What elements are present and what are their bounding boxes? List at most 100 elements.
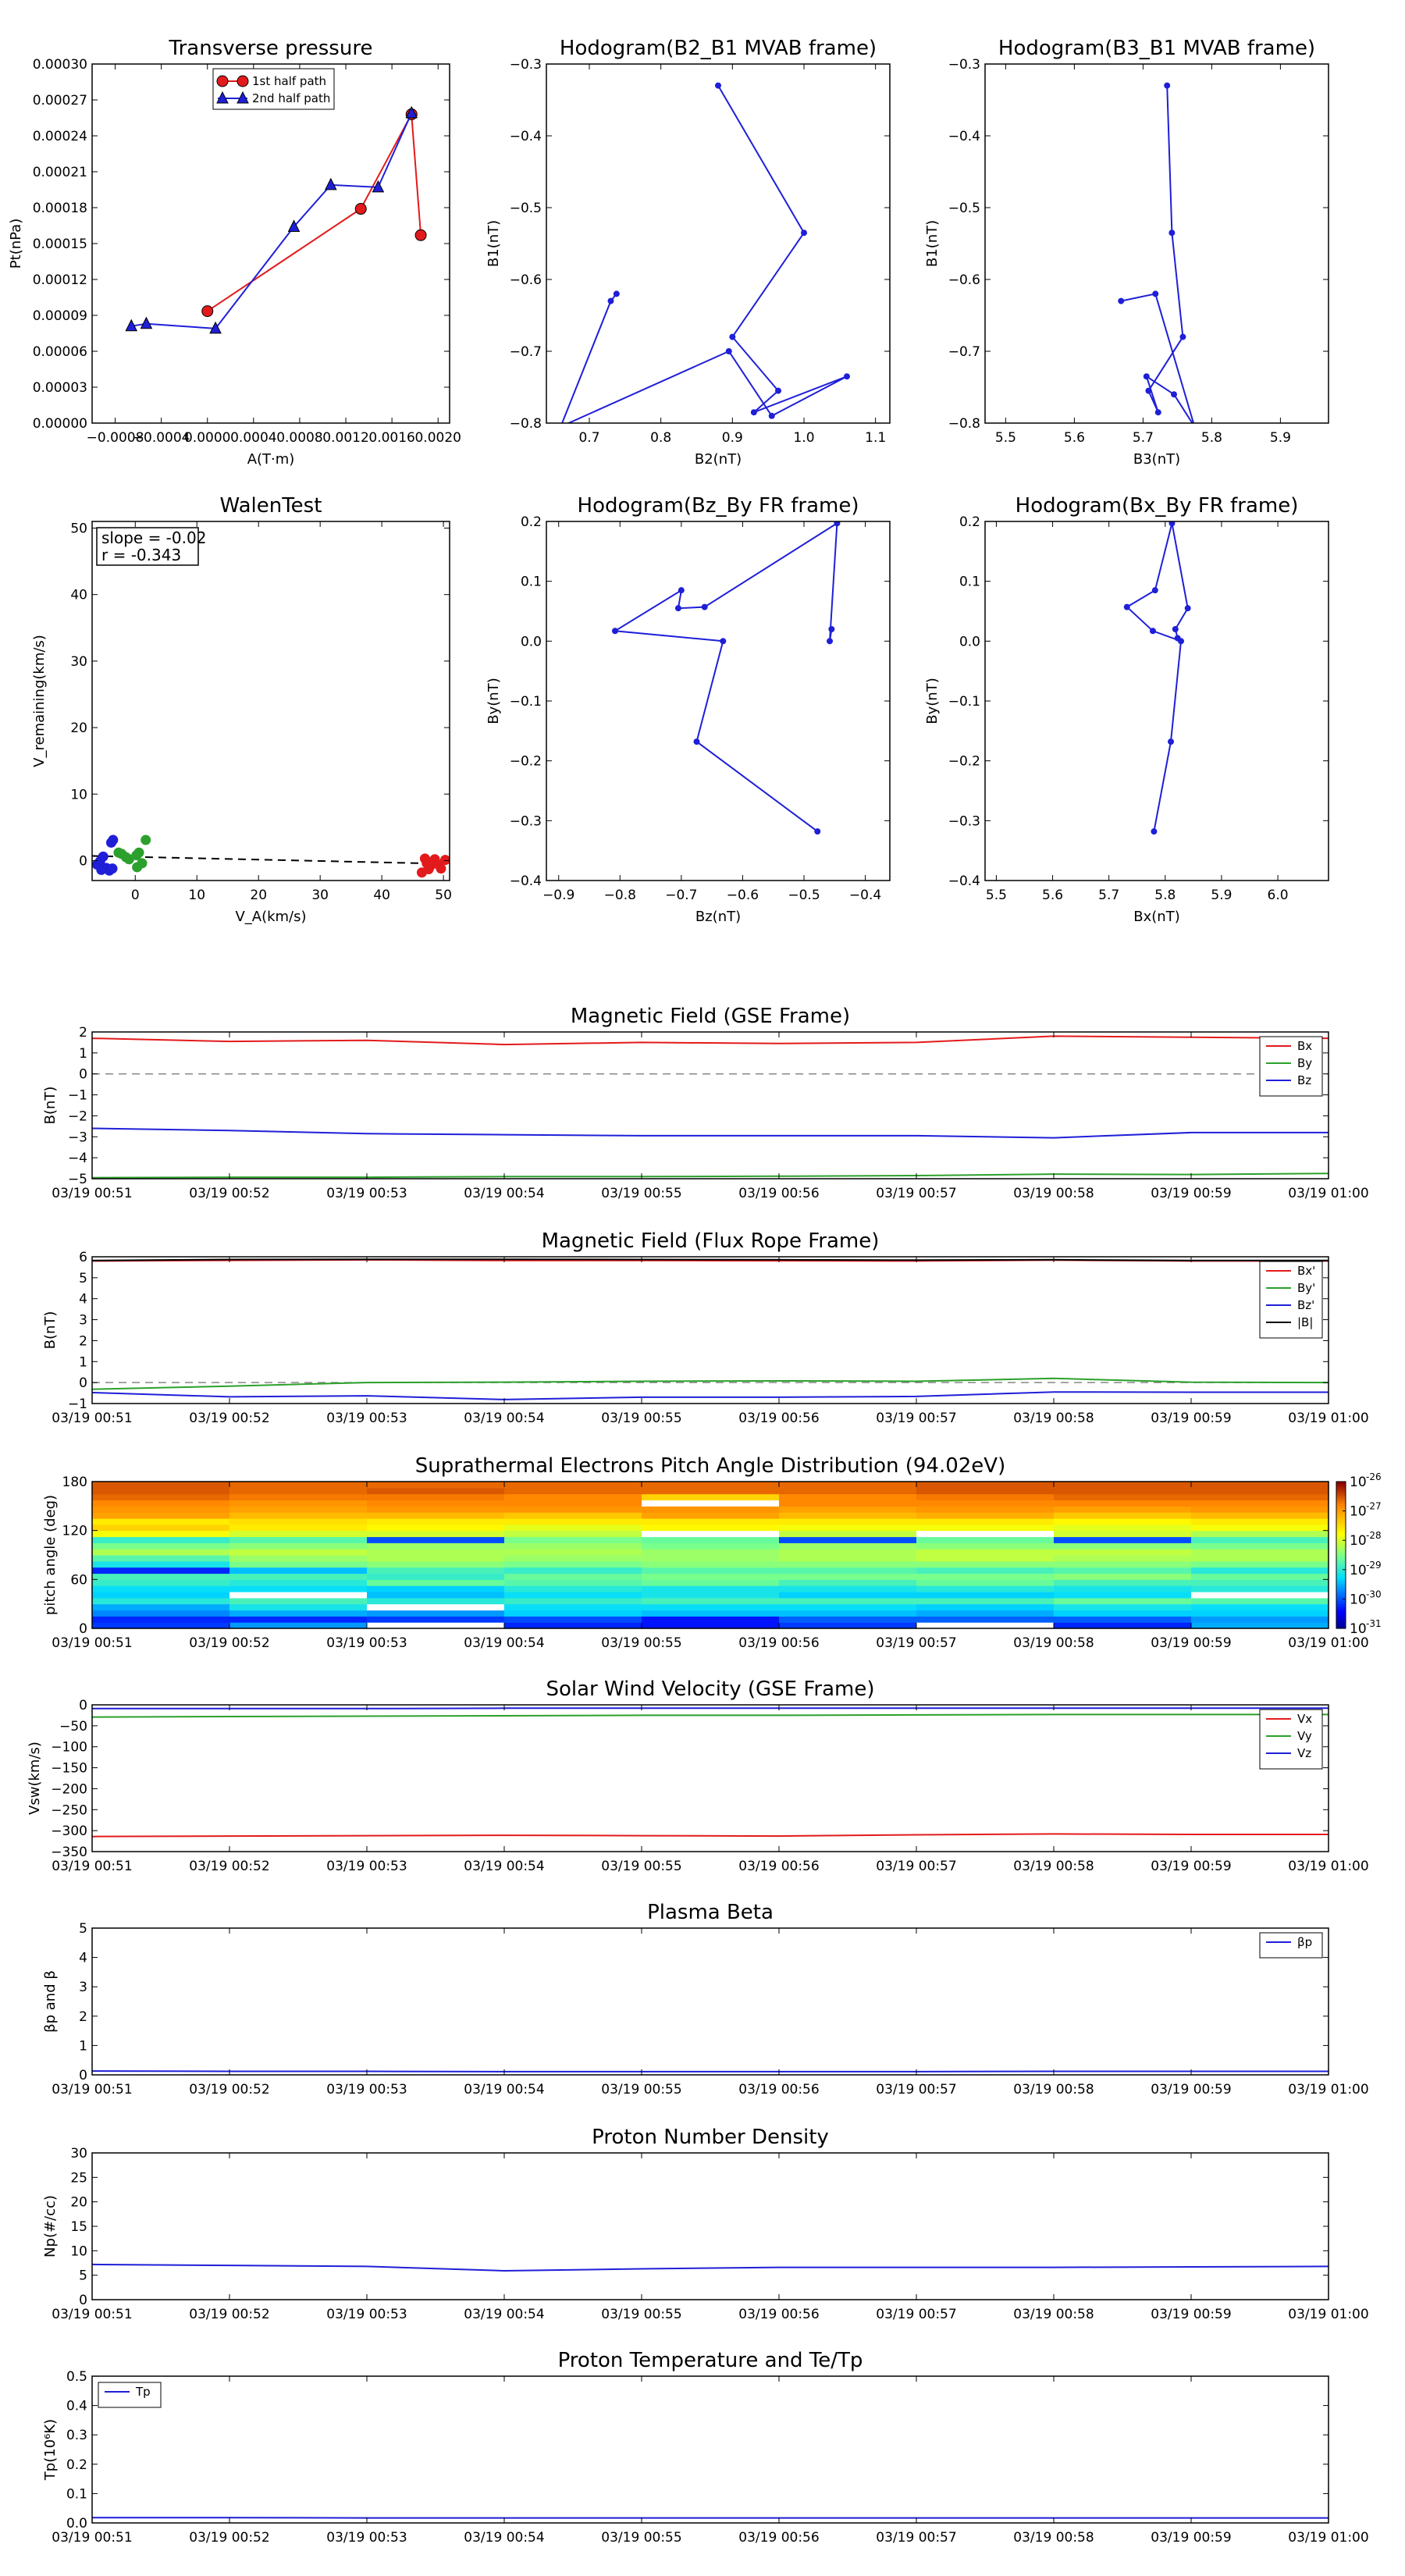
colorbar-segment [1336,1498,1346,1502]
heatmap-cell [92,1592,230,1599]
data-point [725,348,732,354]
heatmap-cell [779,1555,917,1562]
x-tick-label: 03/19 00:55 [601,2307,681,2322]
heatmap-cell [229,1610,368,1617]
y-tick-label: 0 [79,1067,87,1083]
legend-box [1259,1932,1323,1959]
x-tick-label: 03/19 00:59 [1151,1186,1231,1201]
data-point [108,834,119,845]
heatmap-cell [504,1585,642,1592]
heatmap-cell [1191,1555,1329,1562]
y-tick-label: −50 [59,1719,87,1735]
x-tick-label: 03/19 00:54 [464,1859,544,1874]
x-tick-label: 03/19 00:58 [1013,1186,1094,1201]
data-point [414,229,427,241]
heatmap-cell [779,1603,917,1611]
x-tick-label: 03/19 00:55 [601,1635,681,1651]
data-point [98,851,108,862]
heatmap-cell [367,1622,505,1629]
heatmap-cell [642,1542,780,1550]
heatmap-cell [642,1622,780,1629]
x-tick-label: 03/19 00:59 [1151,1859,1231,1874]
heatmap-cell [916,1567,1055,1574]
y-tick-label: 0 [79,1621,87,1637]
x-tick-label: −0.8 [604,888,636,903]
y-tick-label: 5 [79,2268,87,2284]
heatmap-cell [916,1597,1055,1605]
heatmap-cell [1191,1518,1329,1525]
heatmap-cell [916,1622,1055,1629]
heatmap-cell [504,1560,642,1568]
heatmap-cell [367,1536,505,1543]
x-tick-label: 03/19 00:56 [738,1635,819,1651]
heatmap-cell [1191,1567,1329,1574]
x-tick-label: 03/19 00:57 [876,2082,956,2097]
panel-title: Magnetic Field (Flux Rope Frame) [542,1229,880,1253]
colorbar-segment [1336,1540,1346,1543]
legend-label: 1st half path [252,74,326,88]
x-tick-label: −0.6 [727,888,759,903]
heatmap-cell [779,1493,917,1501]
colorbar-segment [1336,1621,1346,1624]
y-tick-label: 20 [70,720,87,736]
heatmap-cell [642,1536,780,1543]
y-tick-label: 0 [79,2068,87,2083]
y-tick-label: 1 [79,1046,87,1062]
x-tick-label: 03/19 00:57 [876,1411,956,1426]
data-point [1143,373,1150,380]
heatmap-cell [229,1573,368,1580]
heatmap-cell [916,1542,1055,1550]
heatmap-cell [367,1500,505,1507]
colorbar-segment [1336,1530,1346,1534]
heatmap-cell [1054,1616,1192,1623]
heatmap-cell [92,1542,230,1550]
x-tick-label: 03/19 01:00 [1288,1635,1368,1651]
x-tick-label: 03/19 00:57 [876,1859,956,1874]
series-line [91,1713,1329,1718]
x-tick-label: 0.8 [650,430,671,446]
heatmap-cell [779,1573,917,1580]
legend-label: Tp [135,2385,151,2399]
heatmap-cell [779,1512,917,1519]
data-point [237,91,249,104]
heatmap-cell [1054,1524,1192,1532]
x-tick-label: 03/19 00:51 [52,1411,132,1426]
data-point [750,409,757,416]
data-point [715,82,721,89]
colorbar-segment [1336,1603,1346,1607]
y-tick-label: 0 [79,853,87,869]
x-tick-label: 5.9 [1270,430,1291,446]
colorbar-segment [1336,1547,1346,1551]
heatmap-cell [229,1579,368,1586]
heatmap-cell [92,1524,230,1532]
heatmap-cell [504,1592,642,1599]
colorbar-segment [1336,1560,1346,1563]
heatmap-cell [1054,1512,1192,1519]
heatmap-cell [229,1524,368,1532]
heatmap-cell [1191,1542,1329,1550]
x-tick-label: 03/19 00:56 [738,1411,819,1426]
data-point [834,521,841,527]
heatmap-cell [1191,1592,1329,1599]
heatmap-cell [1054,1573,1192,1580]
heatmap-cell [1054,1482,1192,1489]
legend-label: By [1297,1056,1312,1070]
x-axis-label: Bx(nT) [1133,909,1179,925]
heatmap-cell [779,1500,917,1507]
heatmap-cell [92,1549,230,1556]
heatmap-cell [916,1518,1055,1525]
x-axis-label: B3(nT) [1133,451,1180,468]
colorbar-segment [1336,1569,1346,1573]
heatmap-cell [642,1610,780,1617]
x-tick-label: 0.0004 [230,430,276,446]
heatmap-cell [504,1616,642,1623]
legend: Bx' By' Bz' |B| [1259,1261,1323,1339]
colorbar-segment [1336,1503,1346,1507]
x-tick-label: 0.0016 [368,430,414,446]
colorbar-exponent: -31 [1366,1618,1382,1629]
panel-hodogram-b3-b1: 5.5 5.6 5.7 5.8 5.9 −0.8 −0.7 −0.6 −0.5 −0.4 −0.3 H… [924,37,1329,468]
panel-plasma-beta: 03/19 00:51 03/19 00:52 03/19 00:53 03/19 0… [42,1901,1369,2097]
data-point [814,828,821,835]
y-tick-label: 0.1 [521,575,542,590]
